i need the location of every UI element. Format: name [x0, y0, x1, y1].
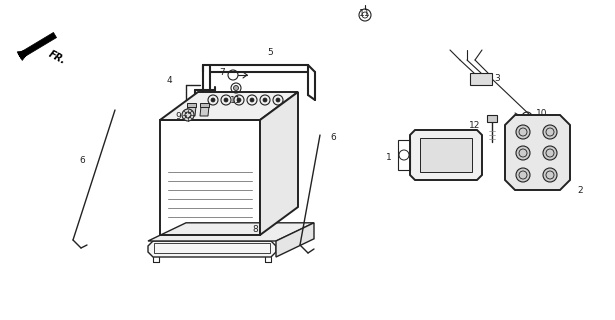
- Circle shape: [224, 98, 228, 102]
- Text: FR.: FR.: [47, 49, 68, 66]
- Polygon shape: [17, 32, 57, 60]
- Polygon shape: [148, 241, 276, 257]
- Polygon shape: [470, 73, 492, 85]
- Text: 12: 12: [469, 121, 480, 130]
- Circle shape: [237, 98, 241, 102]
- Polygon shape: [200, 106, 209, 116]
- Polygon shape: [487, 115, 497, 122]
- Text: 8: 8: [252, 226, 258, 235]
- Circle shape: [211, 98, 215, 102]
- Polygon shape: [260, 92, 298, 235]
- Polygon shape: [187, 103, 196, 107]
- Polygon shape: [410, 130, 482, 180]
- Polygon shape: [160, 92, 298, 120]
- Text: 1: 1: [386, 153, 392, 162]
- Polygon shape: [200, 103, 209, 107]
- Polygon shape: [505, 115, 570, 190]
- Text: 11: 11: [230, 95, 242, 105]
- Circle shape: [516, 125, 530, 139]
- Circle shape: [543, 168, 557, 182]
- Text: 3: 3: [494, 74, 500, 83]
- Polygon shape: [148, 223, 314, 241]
- Circle shape: [182, 109, 194, 121]
- Circle shape: [516, 146, 530, 160]
- Text: 9: 9: [175, 111, 181, 121]
- Text: 7: 7: [219, 68, 225, 76]
- Text: 5: 5: [267, 47, 273, 57]
- Circle shape: [543, 125, 557, 139]
- Text: 6: 6: [79, 156, 85, 164]
- Circle shape: [543, 146, 557, 160]
- Polygon shape: [420, 138, 472, 172]
- Text: 11: 11: [359, 9, 371, 18]
- Circle shape: [234, 85, 239, 91]
- Text: 6: 6: [330, 132, 336, 141]
- Polygon shape: [187, 106, 196, 116]
- Polygon shape: [276, 223, 314, 257]
- Text: 2: 2: [577, 186, 583, 195]
- Circle shape: [263, 98, 267, 102]
- Circle shape: [250, 98, 254, 102]
- Text: 10: 10: [536, 108, 547, 117]
- Circle shape: [276, 98, 280, 102]
- Circle shape: [516, 168, 530, 182]
- Text: 4: 4: [167, 76, 172, 84]
